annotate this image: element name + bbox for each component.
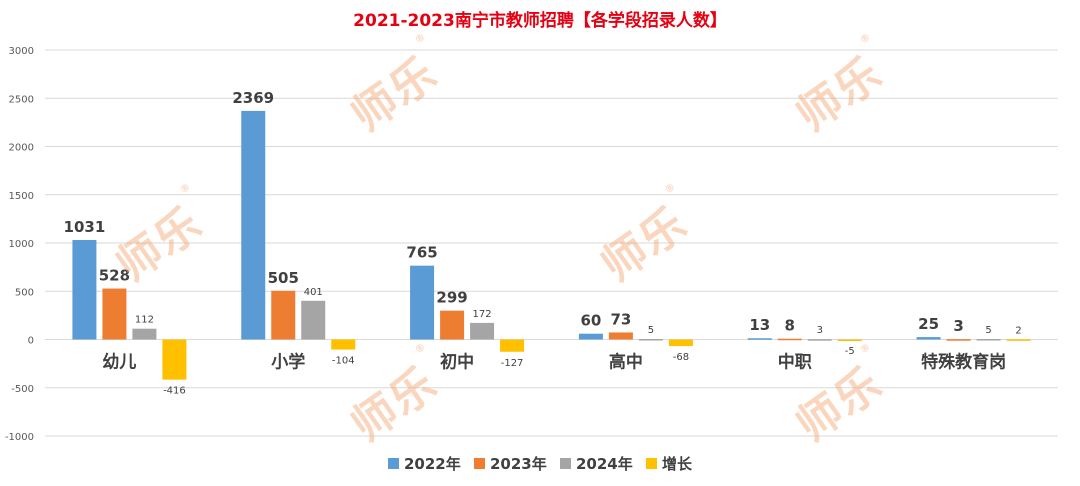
data-label: 172 bbox=[473, 309, 492, 320]
data-label: 2369 bbox=[232, 89, 274, 107]
data-label: 5 bbox=[985, 325, 991, 336]
y-axis: 3000 2500 2000 1500 1000 500 0 -500 -1000 bbox=[5, 46, 34, 443]
y-tick-label: 0 bbox=[28, 336, 34, 347]
y-tick-label: 1000 bbox=[9, 239, 34, 250]
category-label: 初中 bbox=[440, 352, 474, 373]
y-tick-label: 2500 bbox=[9, 94, 34, 105]
data-label: 2 bbox=[1015, 325, 1021, 336]
category-label: 高中 bbox=[609, 352, 643, 373]
category-label: 幼儿 bbox=[102, 352, 136, 373]
data-label: 1031 bbox=[64, 218, 106, 236]
data-label: 60 bbox=[580, 312, 601, 330]
legend-label: 2024年 bbox=[576, 455, 633, 473]
category-label: 中职 bbox=[778, 352, 812, 373]
y-tick-label: -1000 bbox=[5, 432, 34, 443]
bar-增长 bbox=[500, 339, 525, 352]
data-label: 528 bbox=[99, 267, 130, 285]
bar-增长 bbox=[668, 339, 693, 347]
bar-2022年 bbox=[72, 240, 97, 340]
bar-2023年 bbox=[440, 310, 465, 340]
x-axis: 幼儿 小学 初中 高中 中职 特殊教育岗 bbox=[102, 352, 1006, 373]
bar-2024年 bbox=[638, 339, 663, 341]
data-label: 13 bbox=[749, 316, 770, 334]
legend-label: 2022年 bbox=[404, 455, 461, 473]
data-label: -5 bbox=[845, 346, 855, 357]
data-label: -68 bbox=[673, 352, 689, 363]
data-label: 299 bbox=[436, 289, 467, 307]
data-label: 3 bbox=[817, 325, 823, 336]
data-label: -104 bbox=[332, 356, 355, 367]
category-label: 特殊教育岗 bbox=[921, 352, 1006, 373]
legend: 2022年 2023年 2024年 增长 bbox=[388, 455, 693, 473]
bar-增长 bbox=[331, 339, 356, 350]
bar-增长 bbox=[1006, 339, 1031, 341]
bars bbox=[72, 110, 1031, 380]
bar-2023年 bbox=[271, 290, 296, 340]
bar-2022年 bbox=[578, 333, 603, 340]
legend-swatch bbox=[474, 458, 485, 469]
y-tick-label: -500 bbox=[11, 384, 34, 395]
chart-title: 2021-2023南宁市教师招聘【各学段招录人数】 bbox=[353, 10, 727, 31]
data-label: 25 bbox=[918, 315, 939, 333]
data-labels: 1031528112-4162369505401-104765299172-12… bbox=[64, 89, 1022, 397]
data-label: 401 bbox=[304, 287, 323, 298]
data-label: 765 bbox=[406, 244, 437, 262]
legend-label: 增长 bbox=[662, 455, 693, 473]
data-label: 505 bbox=[268, 269, 299, 287]
bar-2024年 bbox=[807, 339, 832, 341]
legend-swatch bbox=[560, 458, 571, 469]
bar-2024年 bbox=[470, 322, 495, 340]
data-label: 73 bbox=[610, 310, 631, 328]
bar-2022年 bbox=[916, 337, 941, 340]
data-label: 8 bbox=[785, 317, 795, 335]
grid bbox=[45, 49, 1058, 437]
legend-swatch bbox=[388, 458, 399, 469]
y-tick-label: 1500 bbox=[9, 191, 34, 202]
y-tick-label: 500 bbox=[15, 287, 34, 298]
bar-2023年 bbox=[777, 338, 802, 341]
data-label: 112 bbox=[135, 315, 154, 326]
bar-增长 bbox=[162, 339, 187, 380]
bar-2023年 bbox=[946, 339, 971, 341]
data-label: 3 bbox=[953, 317, 963, 335]
legend-swatch bbox=[646, 458, 657, 469]
bar-2022年 bbox=[747, 338, 772, 340]
bar-增长 bbox=[837, 339, 862, 341]
bar-2024年 bbox=[301, 300, 326, 340]
bar-2023年 bbox=[608, 332, 633, 340]
bar-2023年 bbox=[102, 288, 127, 340]
bar-2024年 bbox=[976, 339, 1001, 341]
y-tick-label: 2000 bbox=[9, 143, 34, 154]
bar-2024年 bbox=[132, 328, 157, 340]
data-label: 5 bbox=[648, 325, 654, 336]
y-tick-label: 3000 bbox=[9, 46, 34, 57]
legend-label: 2023年 bbox=[490, 455, 547, 473]
data-label: -127 bbox=[501, 358, 524, 369]
bar-2022年 bbox=[410, 265, 435, 340]
category-label: 小学 bbox=[271, 352, 305, 373]
data-label: -416 bbox=[163, 386, 186, 397]
bar-2022年 bbox=[241, 110, 266, 340]
